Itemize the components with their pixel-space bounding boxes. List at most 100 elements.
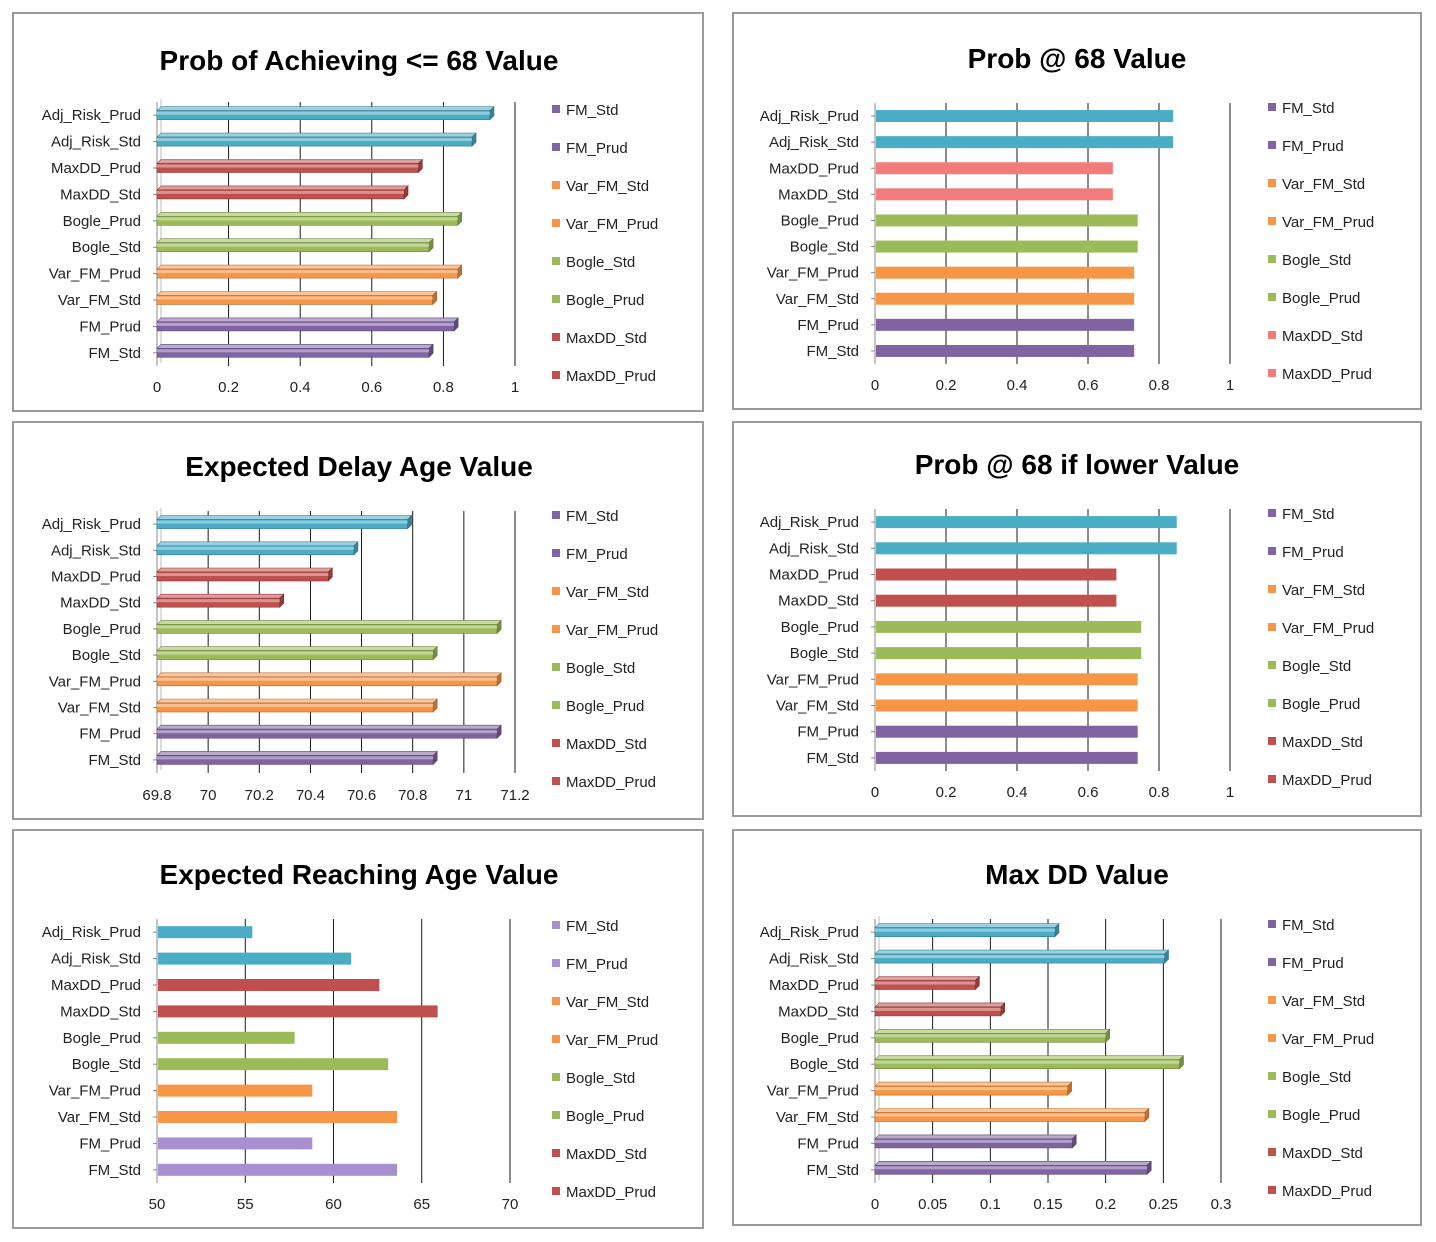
bar-var-fm-std bbox=[156, 290, 438, 306]
legend-label: Bogle_Prud bbox=[1282, 696, 1360, 713]
bar-maxdd-std bbox=[876, 594, 1117, 607]
chart-title: Prob @ 68 if lower Value bbox=[915, 449, 1240, 480]
x-tick-label: 0 bbox=[153, 379, 161, 396]
bar-maxdd-prud bbox=[158, 979, 380, 991]
legend-label: Var_FM_Prud bbox=[566, 622, 658, 639]
bar-var-fm-std bbox=[876, 292, 1135, 305]
bar-bogle-std bbox=[156, 645, 438, 661]
category-label: FM_Std bbox=[806, 1162, 859, 1179]
legend-item-fm-std: FM_Std bbox=[552, 918, 619, 935]
bar-fm-std bbox=[158, 1163, 398, 1176]
bar-bogle-prud bbox=[874, 1028, 1111, 1044]
chart-svg: Expected Delay Age Value 69.8 70 70.2 70.4 70… bbox=[42, 451, 658, 804]
bar-adj-risk-prud bbox=[158, 926, 253, 939]
category-label: Bogle_Prud bbox=[63, 213, 141, 230]
bar-highlight bbox=[875, 955, 1165, 959]
legend-item-maxdd-prud: MaxDD_Prud bbox=[1268, 366, 1372, 383]
bar-highlight bbox=[875, 1060, 1180, 1064]
bar-top-face bbox=[156, 291, 438, 296]
legend-label: MaxDD_Prud bbox=[1282, 366, 1372, 383]
legend-label: Var_FM_Std bbox=[1282, 176, 1365, 193]
legend-swatch bbox=[1268, 509, 1276, 517]
category-label: MaxDD_Prud bbox=[769, 160, 859, 177]
bar-maxdd-std bbox=[156, 593, 285, 608]
bar-rect bbox=[876, 516, 1177, 529]
legend-label: FM_Std bbox=[566, 102, 619, 119]
bar-end-face bbox=[432, 698, 438, 713]
legend-label: Bogle_Std bbox=[566, 254, 635, 271]
category-label: Var_FM_Std bbox=[776, 698, 859, 715]
bar-rect bbox=[158, 926, 253, 939]
bar-highlight bbox=[157, 190, 405, 194]
x-tick-label: 70 bbox=[200, 787, 217, 804]
legend-item-maxdd-std: MaxDD_Std bbox=[552, 1146, 647, 1163]
legend-swatch bbox=[1268, 1110, 1276, 1118]
chart-panel-expected-delay-age: Expected Delay Age Value 69.8 70 70.2 70.4 70… bbox=[12, 421, 704, 820]
bar-rect bbox=[876, 751, 1138, 764]
bar-rect bbox=[158, 1031, 295, 1044]
bar-adj-risk-prud bbox=[876, 516, 1177, 529]
bar-fm-prud bbox=[158, 1137, 313, 1150]
legend-item-var-fm-prud: Var_FM_Prud bbox=[1268, 1031, 1374, 1048]
bar-end-face bbox=[1071, 1134, 1077, 1149]
chart-panel-max-dd: Max DD Value 0 0.05 0.1 0.15 0.2 0.25 0.3 FM_Std… bbox=[732, 829, 1422, 1226]
bar-top-face bbox=[156, 185, 409, 191]
bar-top-face bbox=[874, 1029, 1111, 1034]
legend-item-bogle-prud: Bogle_Prud bbox=[1268, 290, 1360, 307]
legend-label: MaxDD_Std bbox=[1282, 328, 1363, 345]
bar-top-face bbox=[156, 541, 359, 547]
category-label: Var_FM_Std bbox=[58, 1109, 141, 1126]
bar-end-face bbox=[496, 619, 502, 635]
category-label: Bogle_Prud bbox=[63, 621, 141, 638]
bar-rect bbox=[158, 1137, 313, 1150]
legend-swatch bbox=[1268, 775, 1276, 783]
bar-highlight bbox=[157, 651, 434, 655]
bar-maxdd-prud bbox=[156, 158, 424, 174]
legend-swatch bbox=[552, 701, 560, 709]
bar-fm-std bbox=[874, 1160, 1152, 1176]
bar-rect bbox=[876, 318, 1135, 331]
legend-swatch bbox=[1268, 1148, 1276, 1156]
legend-swatch bbox=[1268, 661, 1276, 669]
legend-swatch bbox=[552, 777, 560, 785]
category-label: Var_FM_Std bbox=[58, 292, 141, 309]
bar-rect bbox=[876, 292, 1135, 305]
category-label: FM_Std bbox=[88, 752, 141, 769]
x-tick-label: 0.8 bbox=[1149, 784, 1170, 801]
x-tick-label: 0.2 bbox=[1095, 1196, 1116, 1213]
legend-item-fm-prud: FM_Prud bbox=[552, 956, 628, 973]
bar-top-face bbox=[156, 672, 502, 678]
bar-highlight bbox=[875, 1166, 1148, 1170]
bar-rect bbox=[876, 699, 1138, 712]
legend-label: Bogle_Std bbox=[1282, 252, 1351, 269]
bar-end-face bbox=[1054, 922, 1060, 938]
bar-end-face bbox=[328, 567, 333, 582]
legend-swatch bbox=[1268, 1186, 1276, 1194]
bar-bogle-prud bbox=[876, 214, 1138, 227]
legend-item-fm-prud: FM_Prud bbox=[1268, 544, 1344, 561]
legend-item-maxdd-prud: MaxDD_Prud bbox=[552, 1184, 656, 1201]
bar-bogle-prud bbox=[156, 211, 463, 227]
bar-fm-prud bbox=[874, 1134, 1077, 1149]
bar-end-face bbox=[1164, 949, 1169, 964]
legend-swatch bbox=[552, 1035, 560, 1043]
x-tick-label: 0.4 bbox=[1007, 784, 1028, 801]
x-tick-label: 0 bbox=[871, 784, 879, 801]
legend-swatch bbox=[552, 333, 560, 341]
legend-item-fm-prud: FM_Prud bbox=[552, 140, 628, 157]
x-tick-label: 60 bbox=[325, 1196, 342, 1213]
bar-bogle-prud bbox=[158, 1031, 295, 1044]
bar-adj-risk-std bbox=[876, 136, 1174, 149]
bar-end-face bbox=[496, 724, 502, 739]
bar-maxdd-prud bbox=[156, 567, 334, 582]
bar-highlight bbox=[875, 1087, 1068, 1091]
chart-title: Expected Reaching Age Value bbox=[160, 859, 559, 890]
bar-highlight bbox=[157, 164, 419, 168]
x-tick-label: 70.2 bbox=[245, 787, 274, 804]
category-label: FM_Std bbox=[806, 750, 859, 767]
chart-panel-prob-at-68: Prob @ 68 Value 0 0.2 0.4 0.6 0.8 1 FM_Std FM_Pr… bbox=[732, 12, 1422, 410]
category-label: MaxDD_Prud bbox=[51, 977, 141, 994]
legend-label: Var_FM_Std bbox=[1282, 582, 1365, 599]
legend-swatch bbox=[552, 959, 560, 967]
legend-swatch bbox=[1268, 1072, 1276, 1080]
